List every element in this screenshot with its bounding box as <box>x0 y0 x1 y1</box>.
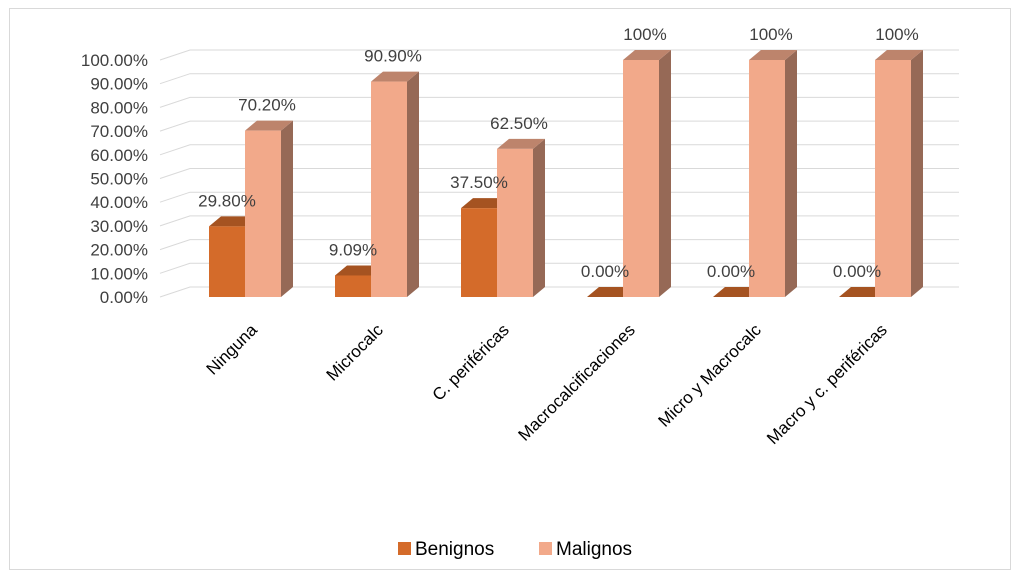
gridline <box>159 191 959 203</box>
y-tick-label: 70.00% <box>90 122 148 141</box>
data-label-malignos: 62.50% <box>490 114 548 133</box>
y-tick-label: 90.00% <box>90 75 148 94</box>
data-label-malignos: 70.20% <box>238 96 296 115</box>
y-tick-label: 60.00% <box>90 146 148 165</box>
bar-malignos <box>623 50 671 297</box>
gridline <box>159 73 959 85</box>
gridline <box>159 215 959 227</box>
y-tick-label: 20.00% <box>90 241 148 260</box>
data-label-malignos: 100% <box>749 25 792 44</box>
gridline <box>159 120 959 132</box>
y-tick-label: 80.00% <box>90 98 148 117</box>
y-tick-label: 10.00% <box>90 264 148 283</box>
bar-malignos <box>245 120 293 297</box>
bar-malignos <box>497 138 545 297</box>
gridline <box>159 262 959 274</box>
legend-label: Malignos <box>556 539 632 560</box>
data-label-malignos: 100% <box>875 25 918 44</box>
data-label-benignos: 0.00% <box>833 262 881 281</box>
gridline <box>159 286 959 298</box>
gridline <box>159 49 959 61</box>
legend: Benignos Malignos <box>398 539 632 560</box>
bar-malignos <box>875 50 923 297</box>
y-tick-label: 40.00% <box>90 193 148 212</box>
data-label-benignos: 37.50% <box>450 173 508 192</box>
legend-swatch <box>539 542 552 555</box>
gridline <box>159 144 959 156</box>
y-axis-ticks: 0.00% 10.00% 20.00% 30.00% 40.00% 50.00% 60.00… <box>81 51 148 307</box>
category-label: Ninguna <box>203 320 262 379</box>
category-label: Macro y c. periféricas <box>763 320 891 448</box>
legend-label: Benignos <box>415 539 494 560</box>
y-tick-label: 50.00% <box>90 170 148 189</box>
data-label-benignos: 9.09% <box>329 240 377 259</box>
bar-malignos <box>371 71 419 297</box>
data-label-benignos: 0.00% <box>707 262 755 281</box>
y-tick-label: 100.00% <box>81 51 148 70</box>
data-label-benignos: 29.80% <box>198 191 256 210</box>
y-tick-label: 0.00% <box>100 288 148 307</box>
y-tick-label: 30.00% <box>90 217 148 236</box>
category-label: Microcalc <box>323 320 388 385</box>
gridline <box>159 239 959 251</box>
gridline <box>159 96 959 108</box>
category-label: C. periféricas <box>429 320 513 404</box>
bars <box>209 50 923 297</box>
category-labels: Ninguna Microcalc C. periféricas Macrocalci… <box>203 320 891 448</box>
data-label-malignos: 100% <box>623 25 666 44</box>
category-label: Micro y Macrocalc <box>655 320 766 431</box>
gridline <box>159 168 959 179</box>
bar-malignos <box>749 50 797 297</box>
data-label-benignos: 0.00% <box>581 262 629 281</box>
chart-area: 0.00% 10.00% 20.00% 30.00% 40.00% 50.00% 60.00… <box>81 25 959 560</box>
data-label-malignos: 90.90% <box>364 47 422 66</box>
chart-frame: 0.00% 10.00% 20.00% 30.00% 40.00% 50.00% 60.00… <box>9 8 1011 570</box>
category-label: Macrocalcificaciones <box>514 320 638 444</box>
legend-swatch <box>398 542 411 555</box>
gridlines <box>159 49 959 298</box>
data-labels: 29.80% 70.20% 9.09% 90.90% 37.50% 62.50% 0.00%… <box>198 25 919 281</box>
